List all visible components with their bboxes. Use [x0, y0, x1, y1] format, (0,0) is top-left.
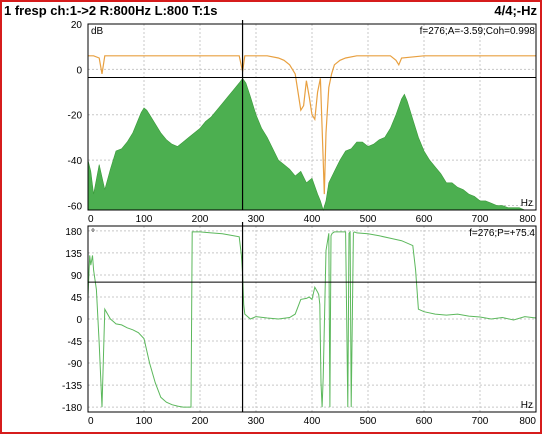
y-tick-label: -135 — [62, 381, 82, 392]
window-title: 1 fresp ch:1->2 R:800Hz L:800 T:1s — [4, 3, 218, 18]
plot-frame — [87, 225, 537, 413]
x-tick-label: 400 — [304, 416, 321, 427]
y-tick-label: -40 — [68, 156, 83, 167]
y-tick-label: 45 — [71, 293, 83, 304]
y-unit-label: ° — [91, 228, 95, 239]
cursor-readout: f=276;A=-3.59;Coh=0.998 — [420, 26, 536, 37]
cursor-readout: f=276;P=+75.4 — [469, 228, 535, 239]
y-tick-label: 0 — [76, 65, 82, 76]
y-tick-label: 0 — [76, 315, 82, 326]
y-tick-label: -20 — [68, 111, 83, 122]
x-tick-label: 300 — [248, 416, 265, 427]
y-tick-label: -180 — [62, 403, 82, 414]
x-tick-label: 600 — [416, 416, 433, 427]
x-tick-label: 700 — [472, 214, 489, 225]
x-tick-label: 800 — [519, 416, 536, 427]
x-tick-label: 800 — [519, 214, 536, 225]
x-tick-label: 700 — [472, 416, 489, 427]
x-tick-label: 400 — [304, 214, 321, 225]
x-tick-label: 500 — [360, 214, 377, 225]
x-tick-label: 300 — [248, 214, 265, 225]
y-tick-label: 180 — [65, 227, 82, 238]
plot-frame — [87, 23, 537, 211]
x-tick-label: 0 — [88, 214, 94, 225]
y-tick-label: 90 — [71, 271, 83, 282]
x-tick-label: 100 — [136, 214, 153, 225]
y-tick-label: -45 — [68, 337, 83, 348]
x-unit-label: Hz — [521, 400, 533, 411]
y-tick-label: 135 — [65, 249, 82, 260]
y-tick-label: -60 — [68, 201, 83, 212]
y-tick-label: -90 — [68, 359, 83, 370]
x-unit-label: Hz — [521, 198, 533, 209]
y-unit-label: dB — [91, 26, 104, 37]
x-tick-label: 0 — [88, 416, 94, 427]
x-tick-label: 200 — [192, 416, 209, 427]
x-tick-label: 100 — [136, 416, 153, 427]
page-indicator[interactable]: 4/4;-Hz — [494, 3, 537, 18]
x-tick-label: 500 — [360, 416, 377, 427]
x-tick-label: 600 — [416, 214, 433, 225]
magnitude-area-series — [87, 77, 536, 212]
x-tick-label: 200 — [192, 214, 209, 225]
phase-line-series — [87, 230, 537, 408]
y-tick-label: 20 — [71, 20, 83, 31]
coherence-line-series — [88, 55, 536, 195]
